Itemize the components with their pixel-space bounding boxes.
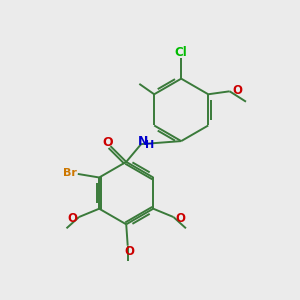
Text: Cl: Cl bbox=[175, 46, 188, 59]
Text: Br: Br bbox=[62, 168, 76, 178]
Text: O: O bbox=[68, 212, 77, 225]
Text: O: O bbox=[124, 245, 134, 258]
Text: O: O bbox=[175, 212, 185, 225]
Text: N: N bbox=[137, 135, 148, 148]
Text: H: H bbox=[146, 140, 155, 150]
Text: O: O bbox=[103, 136, 113, 149]
Text: O: O bbox=[233, 84, 243, 97]
